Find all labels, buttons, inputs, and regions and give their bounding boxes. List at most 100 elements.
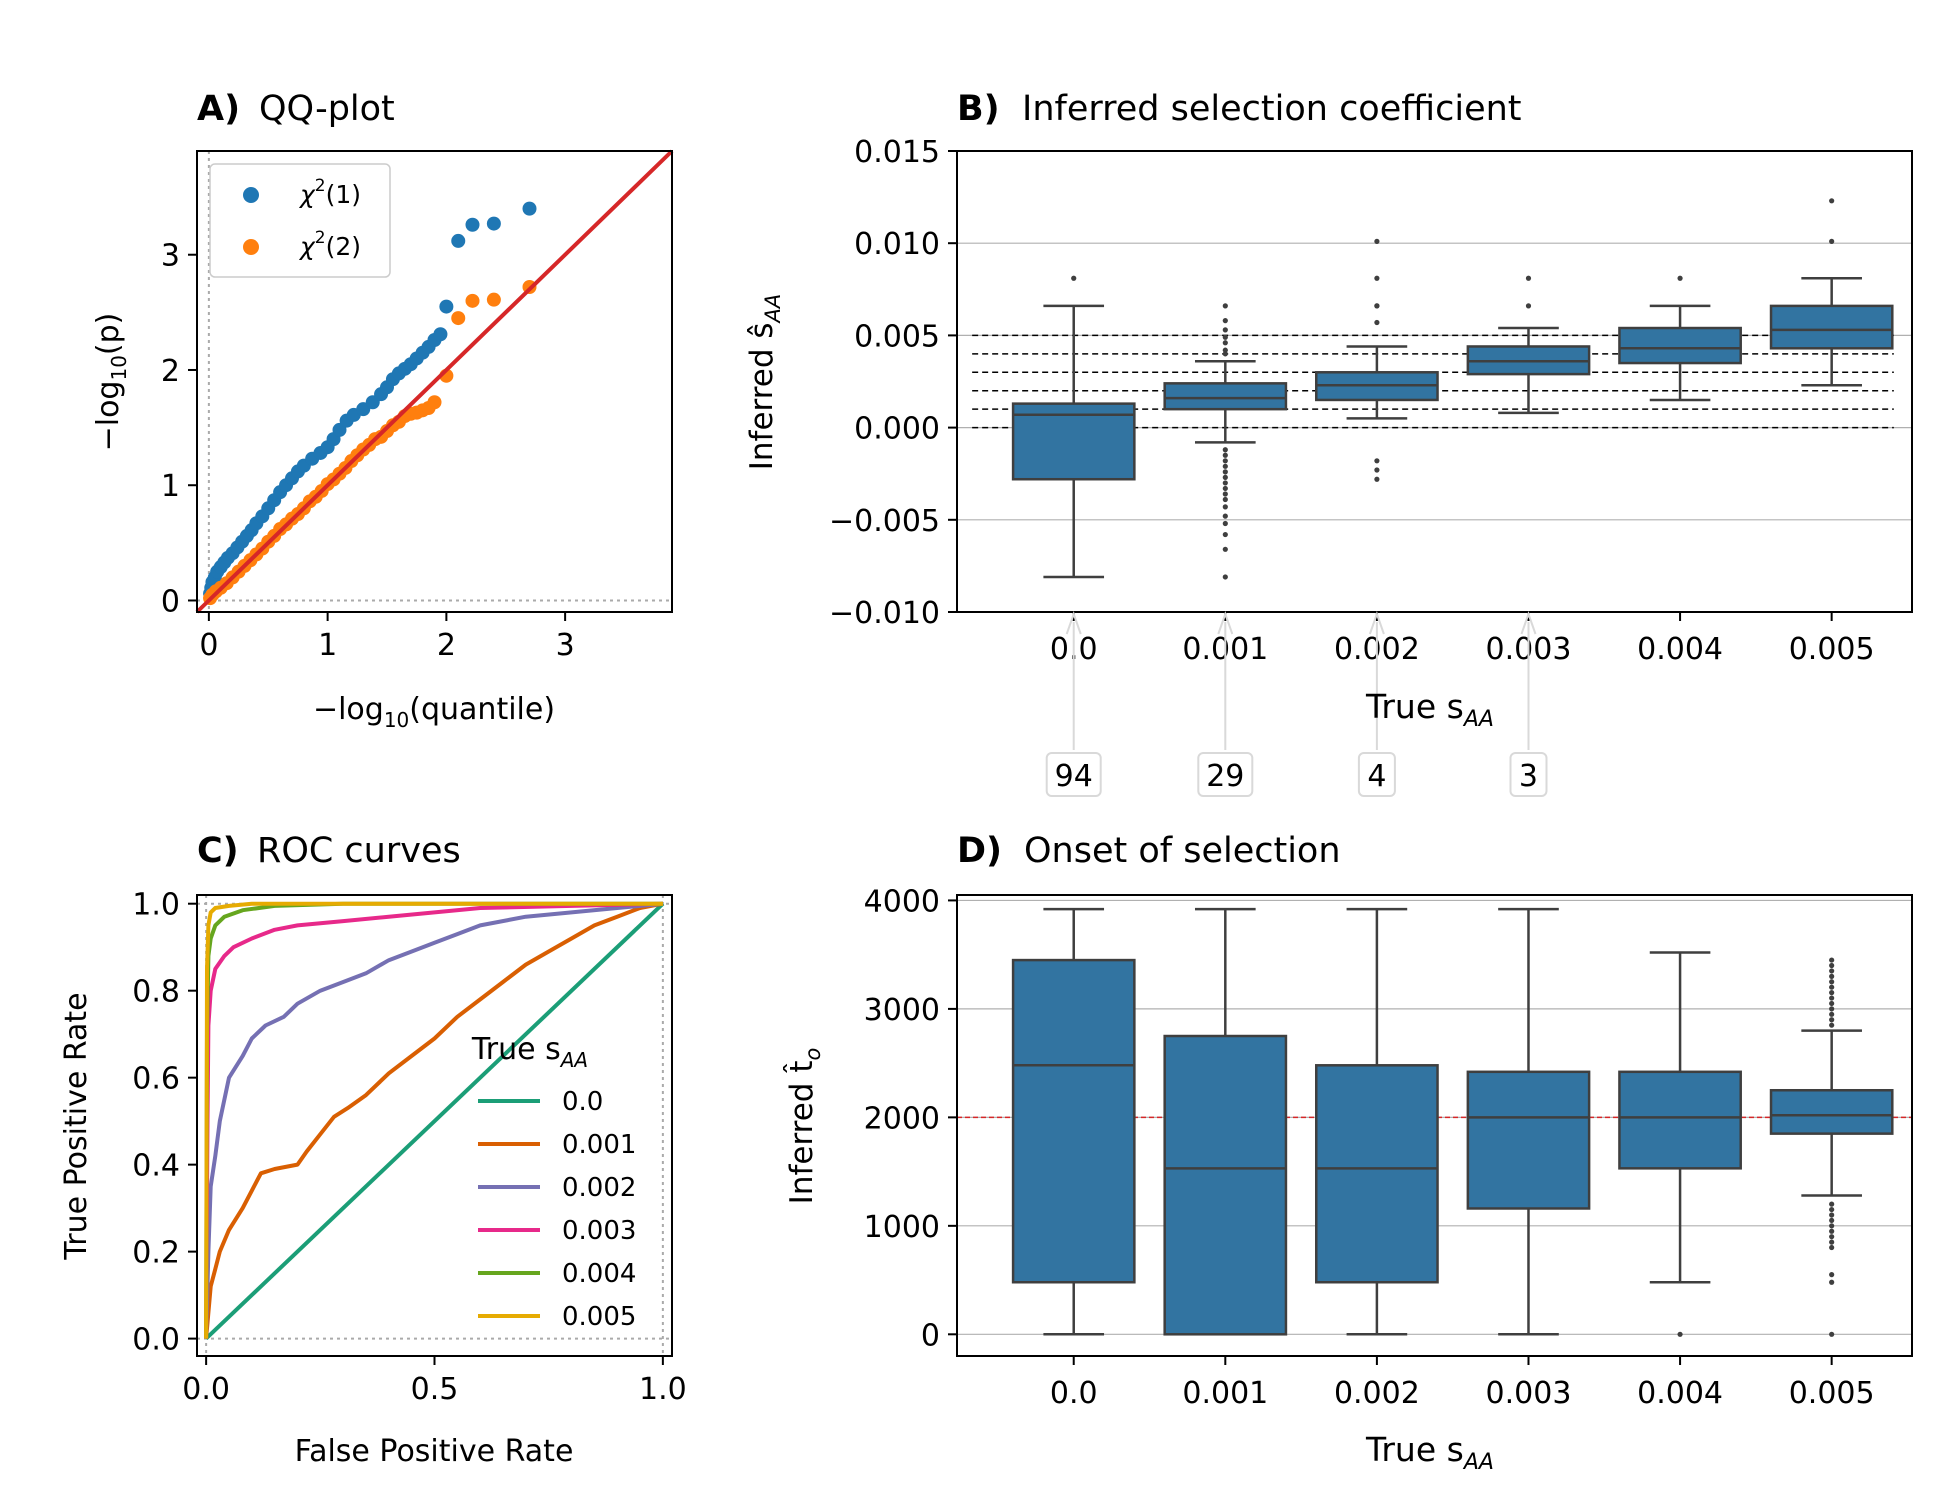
outlier-point	[1222, 513, 1228, 519]
outlier-point	[1829, 968, 1835, 974]
offscale-count-box	[1357, 752, 1396, 797]
offscale-count-box	[1197, 752, 1254, 797]
outlier-point	[1677, 275, 1683, 281]
panel-d-title: Onset of selection	[1024, 831, 1341, 871]
outlier-point	[1829, 990, 1835, 996]
panel-b-offscale-annotations: 94 29 4 3	[1045, 610, 1548, 797]
legend-marker-chi2-2	[243, 239, 259, 255]
box-iqr	[1011, 402, 1136, 481]
outlier-point	[1222, 463, 1228, 469]
y-tick-label: 4000	[864, 884, 940, 919]
outlier-point	[1374, 467, 1380, 473]
y-tick-label: 0.2	[132, 1236, 180, 1271]
legend-label: 0.0	[562, 1087, 603, 1117]
offscale-arrow-head	[1065, 610, 1082, 635]
qq-point-series-1	[439, 299, 454, 314]
roc-curve-0.0	[204, 902, 665, 1341]
outlier-point	[1829, 198, 1835, 204]
panel-c-label: C)	[197, 831, 239, 871]
outlier-point	[1829, 962, 1835, 969]
panel-b-y-axis-label: Inferred ŝAA	[744, 294, 785, 471]
outlier-point	[1222, 520, 1228, 527]
x-tick-label: 0.004	[1637, 1376, 1723, 1411]
outlier-point	[1222, 447, 1228, 453]
outlier-point	[1829, 1279, 1835, 1285]
qq-point-series-1	[451, 233, 466, 248]
outlier-point	[1222, 546, 1228, 552]
y-tick-label: 0.000	[854, 412, 940, 447]
x-tick-label: 0.001	[1182, 1376, 1268, 1411]
outlier-point	[1222, 334, 1228, 340]
qq-point-series-2	[451, 311, 466, 326]
outlier-point	[1829, 1011, 1835, 1017]
outlier-point	[1829, 984, 1835, 990]
panel-a-plot-area	[195, 149, 674, 614]
qq-point-series-1	[465, 217, 480, 232]
outlier-point	[1525, 275, 1532, 281]
panel-c-legend: True sAA 0.0 0.001 0.002 0.003 0.004 0.005	[471, 1032, 637, 1332]
box-iqr	[1163, 1034, 1288, 1336]
panel-b-x-axis-label: True sAA	[1365, 687, 1494, 732]
outlier-point	[1222, 480, 1228, 486]
outlier-point	[1829, 1234, 1835, 1240]
panel-a-ticks: 0 1 2 3 0 1 2 3	[161, 239, 575, 663]
x-tick-label: 1	[318, 628, 337, 663]
outlier-point	[1222, 574, 1228, 580]
outlier-point	[1829, 1006, 1835, 1012]
x-tick-label: 0	[199, 628, 218, 663]
panel-c: C) ROC curves 0.0 0.5 1.0 0.0 0.2 0.4 0.6 0.8 1.…	[59, 831, 687, 1469]
outlier-point	[1071, 275, 1077, 281]
panel-b: B) Inferred selection coefficient −0.010…	[744, 89, 1913, 797]
panel-c-title: ROC curves	[257, 831, 461, 871]
box-iqr	[1163, 382, 1288, 411]
outlier-point	[1829, 979, 1835, 985]
qq-point-series-2	[427, 395, 442, 410]
x-tick-label: 0.002	[1334, 1376, 1420, 1411]
outlier-point	[1829, 1022, 1835, 1028]
y-tick-label: 2000	[864, 1101, 940, 1136]
box-iqr	[1618, 326, 1742, 365]
outlier-point	[1222, 496, 1228, 503]
outlier-point	[1829, 238, 1835, 244]
y-tick-label: 1000	[864, 1210, 940, 1245]
panel-a-x-axis-label: −log10(quantile)	[313, 692, 555, 732]
box-iqr	[1769, 304, 1894, 350]
y-tick-label: −0.005	[829, 504, 940, 539]
outlier-point	[1222, 347, 1228, 353]
panel-c-y-axis-label: True Positive Rate	[59, 992, 94, 1260]
outlier-point	[1829, 1212, 1835, 1218]
outlier-point	[1222, 318, 1228, 324]
panel-c-x-axis-label: False Positive Rate	[295, 1434, 574, 1469]
legend-label: 0.002	[562, 1173, 636, 1203]
panel-c-ticks: 0.0 0.5 1.0 0.0 0.2 0.4 0.6 0.8 1.0	[132, 888, 686, 1407]
outlier-point	[1829, 1272, 1835, 1278]
outlier-point	[1374, 303, 1380, 309]
panel-d-ticks: 0 1000 2000 3000 4000 0.0 0.001 0.002 0.003 0.004…	[864, 884, 1875, 1411]
panel-d-x-axis-label: True sAA	[1365, 1430, 1494, 1475]
legend-marker-chi2-1	[243, 187, 259, 203]
y-tick-label: 1.0	[132, 888, 180, 923]
outlier-point	[1829, 973, 1835, 979]
outlier-point	[1222, 303, 1228, 309]
outlier-point	[1829, 1000, 1835, 1007]
roc-curve-0.003	[204, 901, 663, 1339]
qq-point-series-1	[522, 201, 537, 216]
outlier-point	[1677, 1331, 1683, 1337]
y-tick-label: 0.0	[132, 1323, 180, 1358]
offscale-count-label: 94	[1055, 759, 1093, 794]
legend-label: 0.005	[562, 1302, 636, 1332]
qq-point-series-2	[465, 293, 480, 308]
panel-d-axes-frame	[956, 894, 1913, 1357]
panel-a: A) QQ-plot 0 1 2 3 0 1 2 3 χ2(1) χ2(2) −log10(q…	[91, 89, 674, 732]
qq-point-series-2	[486, 292, 501, 307]
y-tick-label: 0.015	[854, 135, 940, 170]
panel-c-plot-area	[204, 901, 665, 1341]
offscale-arrow-head	[1217, 610, 1234, 635]
y-tick-label: 0.010	[854, 227, 940, 262]
x-tick-label: 0.004	[1637, 632, 1723, 667]
outlier-point	[1829, 1228, 1835, 1234]
outlier-point	[1829, 995, 1835, 1001]
panel-b-title: Inferred selection coefficient	[1022, 89, 1522, 129]
y-tick-label: 1	[161, 469, 180, 504]
